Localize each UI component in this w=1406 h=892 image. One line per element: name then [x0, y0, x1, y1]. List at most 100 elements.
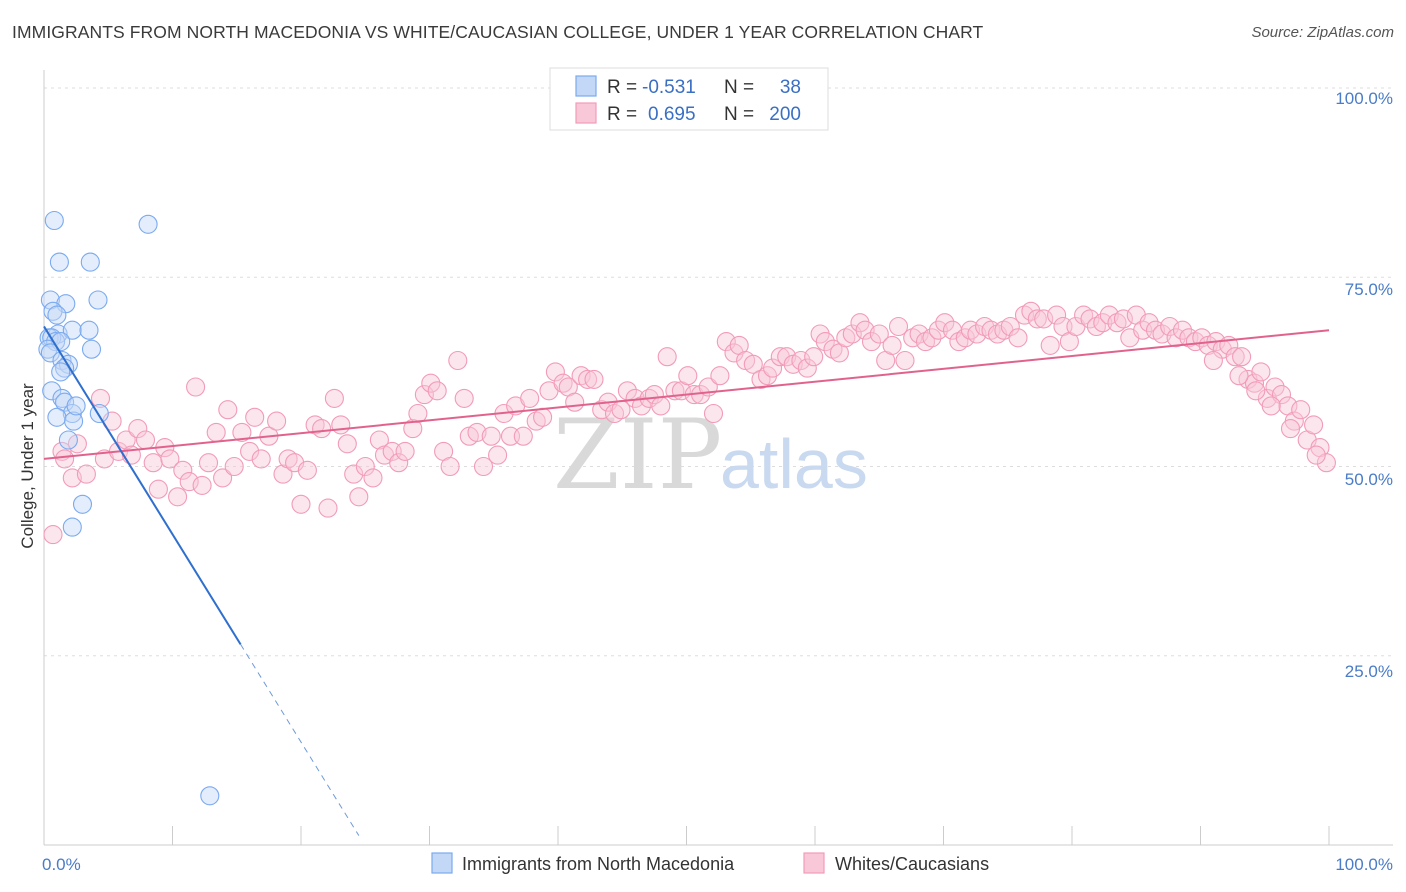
- bottom-legend-swatch-blue: [431, 852, 453, 874]
- point-whites-31: [251, 449, 271, 469]
- point-whites-185: [1265, 377, 1285, 397]
- point-macedonia-23: [42, 381, 62, 401]
- point-whites-183: [1251, 362, 1271, 382]
- point-whites-27: [224, 456, 244, 477]
- point-whites-82: [584, 369, 604, 389]
- point-whites-149: [1027, 309, 1047, 329]
- series-whites-caucasians: [43, 301, 1336, 545]
- point-whites-92: [651, 396, 671, 416]
- point-whites-169: [1160, 316, 1180, 337]
- point-whites-26: [218, 400, 238, 420]
- point-whites-30: [245, 407, 265, 427]
- x-axis-ticks: [43, 826, 1330, 845]
- legend-n-label-2: N =: [724, 104, 754, 125]
- point-whites-182: [1244, 373, 1265, 393]
- point-whites-100: [703, 403, 724, 424]
- point-whites-19: [173, 460, 193, 480]
- point-whites-111: [777, 347, 797, 367]
- point-whites-152: [1047, 305, 1067, 325]
- point-whites-77: [553, 373, 573, 393]
- point-whites-133: [922, 328, 942, 348]
- point-whites-66: [481, 426, 501, 446]
- point-whites-29: [240, 441, 260, 461]
- x-tick-label-left: 0.0%: [42, 855, 81, 874]
- point-whites-46: [349, 487, 369, 507]
- point-whites-199: [1203, 350, 1223, 371]
- point-macedonia-29: [64, 411, 84, 431]
- legend-swatch-pink: [575, 102, 597, 124]
- point-whites-0: [43, 525, 63, 545]
- point-whites-118: [823, 339, 843, 359]
- y-tick-label-25: 25.0%: [1345, 662, 1393, 681]
- point-whites-38: [297, 460, 317, 480]
- point-whites-74: [533, 407, 553, 427]
- point-whites-42: [324, 388, 344, 408]
- point-whites-79: [565, 392, 585, 412]
- point-whites-34: [273, 464, 293, 484]
- point-whites-159: [1093, 313, 1113, 333]
- point-whites-37: [291, 494, 311, 514]
- point-whites-196: [1261, 396, 1281, 416]
- legend-n-label-1: N =: [724, 77, 754, 98]
- point-whites-23: [198, 453, 219, 473]
- point-whites-6: [90, 388, 111, 408]
- point-whites-114: [797, 358, 817, 378]
- legend-r-value-2: 0.695: [648, 104, 696, 125]
- point-whites-52: [389, 453, 409, 473]
- point-whites-47: [355, 456, 375, 477]
- legend-box: R = -0.531 N = 38 R = 0.695 N = 200: [549, 67, 829, 131]
- point-whites-81: [578, 369, 598, 389]
- point-whites-49: [369, 430, 389, 450]
- point-macedonia-2: [49, 252, 69, 272]
- bottom-legend-label-whites: Whites/Caucasians: [835, 854, 989, 874]
- chart-title: IMMIGRANTS FROM NORTH MACEDONIA VS WHITE…: [12, 22, 984, 42]
- point-macedonia-25: [55, 392, 75, 412]
- point-whites-191: [1304, 415, 1324, 435]
- chart-source: Source: ZipAtlas.com: [1251, 24, 1394, 41]
- point-macedonia-7: [43, 301, 63, 321]
- point-whites-109: [763, 358, 783, 378]
- point-whites-62: [454, 388, 474, 408]
- x-tick-label-right: 100.0%: [1335, 855, 1393, 874]
- point-whites-44: [337, 434, 357, 454]
- point-whites-13: [135, 430, 156, 450]
- watermark-atlas: atlas: [720, 425, 868, 503]
- point-whites-93: [657, 347, 677, 367]
- point-whites-179: [1225, 347, 1245, 367]
- point-whites-127: [882, 335, 902, 355]
- legend-n-value-2: 200: [769, 104, 801, 125]
- point-whites-145: [1000, 316, 1020, 337]
- y-tick-label-75: 75.0%: [1345, 280, 1393, 299]
- point-whites-125: [869, 324, 889, 344]
- bottom-legend: Immigrants from North Macedonia Whites/C…: [431, 852, 989, 874]
- point-whites-101: [710, 366, 730, 386]
- point-whites-129: [895, 350, 915, 371]
- point-macedonia-3: [80, 252, 100, 272]
- y-tick-label-50: 50.0%: [1345, 470, 1393, 489]
- point-whites-80: [571, 366, 591, 386]
- point-whites-60: [440, 456, 460, 477]
- point-macedonia-0: [44, 210, 64, 231]
- point-whites-39: [305, 415, 325, 435]
- legend-n-value-1: 38: [780, 77, 801, 98]
- point-whites-115: [804, 347, 824, 367]
- point-whites-134: [928, 320, 948, 340]
- point-whites-12: [128, 419, 148, 439]
- point-whites-40: [312, 419, 332, 439]
- point-whites-189: [1291, 400, 1311, 420]
- point-whites-193: [1316, 453, 1336, 473]
- legend-swatch-blue: [575, 75, 597, 97]
- point-whites-54: [403, 419, 423, 439]
- point-macedonia-8: [47, 305, 67, 325]
- point-whites-21: [186, 377, 206, 397]
- point-whites-180: [1232, 347, 1252, 367]
- point-whites-166: [1139, 313, 1159, 333]
- point-whites-150: [1034, 309, 1054, 329]
- point-whites-72: [520, 388, 540, 408]
- point-whites-15: [148, 479, 168, 499]
- point-whites-65: [473, 456, 494, 477]
- point-whites-89: [631, 396, 652, 416]
- point-whites-22: [192, 475, 212, 495]
- point-whites-195: [1280, 419, 1301, 439]
